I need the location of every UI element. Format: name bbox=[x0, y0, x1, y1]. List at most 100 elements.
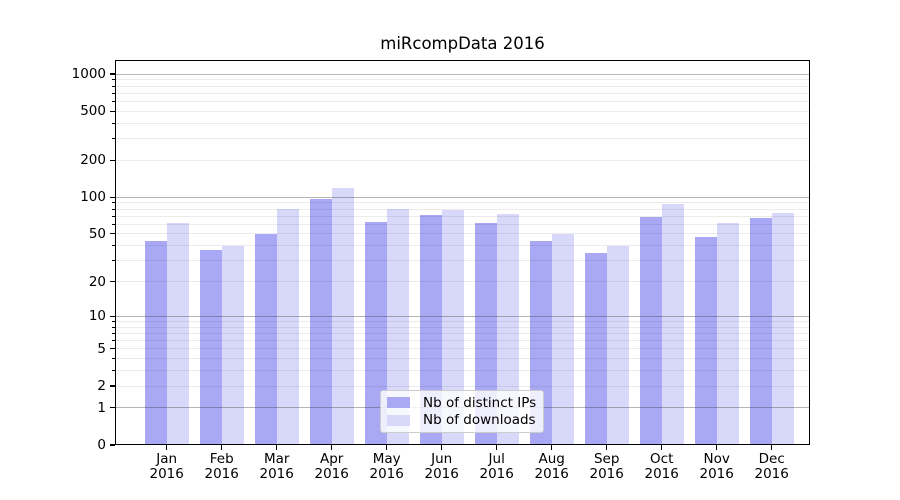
major-gridline-10 bbox=[115, 315, 810, 317]
bar-nb-of-downloads-sep bbox=[606, 245, 629, 445]
minor-gridline-500 bbox=[115, 110, 810, 112]
bar-nb-of-downloads-dec bbox=[771, 213, 794, 445]
minor-gridline-20 bbox=[115, 281, 810, 282]
minor-gridline-7 bbox=[115, 332, 810, 334]
x-tick-label-month-dec: Dec bbox=[758, 451, 785, 467]
bar-nb-of-downloads-aug bbox=[551, 233, 574, 445]
y-minortick-80 bbox=[112, 208, 115, 210]
y-tick-label-2: 2 bbox=[97, 378, 106, 394]
legend-swatch-downloads bbox=[387, 414, 410, 426]
minor-gridline-600 bbox=[115, 100, 810, 102]
y-tick-1000 bbox=[110, 73, 115, 75]
y-minortick-4 bbox=[112, 358, 115, 360]
x-tick-label-year-jul: 2016 bbox=[479, 465, 514, 482]
y-minortick-9 bbox=[112, 320, 115, 322]
x-tick-label-month-jul: Jul bbox=[488, 451, 505, 467]
bar-nb-of-downloads-jan bbox=[166, 222, 189, 445]
bar-nb-of-distinct-ips-nov bbox=[694, 237, 717, 445]
bar-nb-of-distinct-ips-jul bbox=[474, 222, 497, 445]
x-tick-aug bbox=[551, 445, 553, 450]
y-minortick-800 bbox=[112, 85, 115, 87]
bar-nb-of-downloads-oct bbox=[661, 204, 684, 445]
legend-item-distinct-ips: Nb of distinct IPs bbox=[387, 395, 537, 411]
x-tick-label-year-jun: 2016 bbox=[424, 465, 459, 482]
y-minortick-400 bbox=[112, 122, 115, 124]
y-tick-10 bbox=[110, 315, 115, 317]
minor-gridline-200 bbox=[115, 159, 810, 161]
x-tick-label-month-feb: Feb bbox=[209, 451, 234, 467]
minor-gridline-6 bbox=[115, 340, 810, 341]
x-tick-label-month-mar: Mar bbox=[263, 451, 290, 467]
x-tick-label-jul: Jul 2016 bbox=[467, 452, 527, 481]
minor-gridline-80 bbox=[115, 208, 810, 210]
y-tick-label-5: 5 bbox=[97, 340, 106, 357]
y-tick-label-20: 20 bbox=[88, 273, 106, 290]
bar-nb-of-downloads-jul bbox=[496, 213, 519, 445]
x-tick-label-year-sep: 2016 bbox=[589, 465, 624, 482]
y-tick-label-500: 500 bbox=[80, 103, 106, 120]
bar-nb-of-distinct-ips-sep bbox=[584, 252, 607, 445]
y-minortick-300 bbox=[112, 138, 115, 139]
minor-gridline-4 bbox=[115, 358, 810, 360]
minor-gridline-70 bbox=[115, 215, 810, 217]
minor-gridline-2 bbox=[115, 385, 810, 387]
major-gridline-1000 bbox=[115, 73, 810, 75]
y-tick-100 bbox=[110, 196, 115, 198]
y-tick-label-10: 10 bbox=[88, 308, 106, 325]
x-tick-label-dec: Dec 2016 bbox=[742, 452, 802, 481]
plot-area bbox=[115, 59, 810, 445]
minor-gridline-40 bbox=[115, 245, 810, 247]
bar-nb-of-distinct-ips-dec bbox=[749, 217, 772, 445]
y-minortick-600 bbox=[112, 100, 115, 102]
x-tick-nov bbox=[716, 445, 718, 450]
x-tick-label-jun: Jun 2016 bbox=[412, 452, 472, 481]
bar-nb-of-downloads-jun bbox=[441, 210, 464, 445]
y-tick-label-1000: 1000 bbox=[71, 66, 106, 82]
y-tick-1 bbox=[110, 407, 115, 409]
bar-nb-of-distinct-ips-mar bbox=[254, 233, 277, 445]
x-tick-label-year-nov: 2016 bbox=[699, 465, 734, 482]
y-minortick-30 bbox=[112, 260, 115, 262]
y-tick-5 bbox=[110, 348, 115, 350]
y-minortick-70 bbox=[112, 215, 115, 217]
minor-gridline-900 bbox=[115, 79, 810, 81]
x-tick-label-month-nov: Nov bbox=[703, 451, 730, 467]
major-gridline-100 bbox=[115, 196, 810, 198]
x-tick-label-sep: Sep 2016 bbox=[577, 452, 637, 481]
x-tick-label-year-feb: 2016 bbox=[204, 465, 239, 482]
x-tick-label-year-mar: 2016 bbox=[259, 465, 294, 482]
bar-nb-of-downloads-nov bbox=[716, 222, 739, 445]
bar-nb-of-distinct-ips-may bbox=[364, 221, 387, 445]
x-tick-label-year-dec: 2016 bbox=[754, 465, 789, 482]
x-tick-label-feb: Feb 2016 bbox=[192, 452, 252, 481]
x-tick-label-oct: Oct 2016 bbox=[632, 452, 692, 481]
x-tick-label-month-may: May bbox=[372, 451, 401, 467]
y-tick-label-1: 1 bbox=[97, 399, 106, 416]
legend-label-downloads: Nb of downloads bbox=[423, 412, 536, 429]
x-tick-label-jan: Jan 2016 bbox=[137, 452, 197, 481]
y-minortick-7 bbox=[112, 332, 115, 334]
x-tick-mar bbox=[276, 445, 278, 450]
x-tick-dec bbox=[771, 445, 773, 450]
y-minortick-700 bbox=[112, 92, 115, 94]
x-tick-oct bbox=[661, 445, 663, 450]
minor-gridline-5 bbox=[115, 348, 810, 350]
y-tick-label-200: 200 bbox=[80, 152, 106, 169]
x-tick-label-month-jun: Jun bbox=[431, 451, 453, 467]
x-tick-label-month-apr: Apr bbox=[320, 451, 344, 467]
x-tick-label-aug: Aug 2016 bbox=[522, 452, 582, 481]
y-tick-20 bbox=[110, 280, 115, 283]
x-tick-jan bbox=[166, 445, 168, 450]
x-tick-label-nov: Nov 2016 bbox=[687, 452, 747, 481]
bar-nb-of-distinct-ips-oct bbox=[639, 216, 662, 445]
legend-swatch-distinct-ips bbox=[387, 397, 410, 409]
x-tick-label-year-oct: 2016 bbox=[644, 465, 679, 482]
bar-nb-of-distinct-ips-feb bbox=[199, 249, 222, 445]
bar-nb-of-distinct-ips-apr bbox=[309, 198, 332, 445]
y-tick-2 bbox=[110, 385, 115, 387]
chart-title: miRcompData 2016 bbox=[380, 34, 545, 53]
x-tick-feb bbox=[221, 445, 223, 450]
minor-gridline-300 bbox=[115, 138, 810, 139]
x-tick-label-month-aug: Aug bbox=[538, 451, 565, 467]
